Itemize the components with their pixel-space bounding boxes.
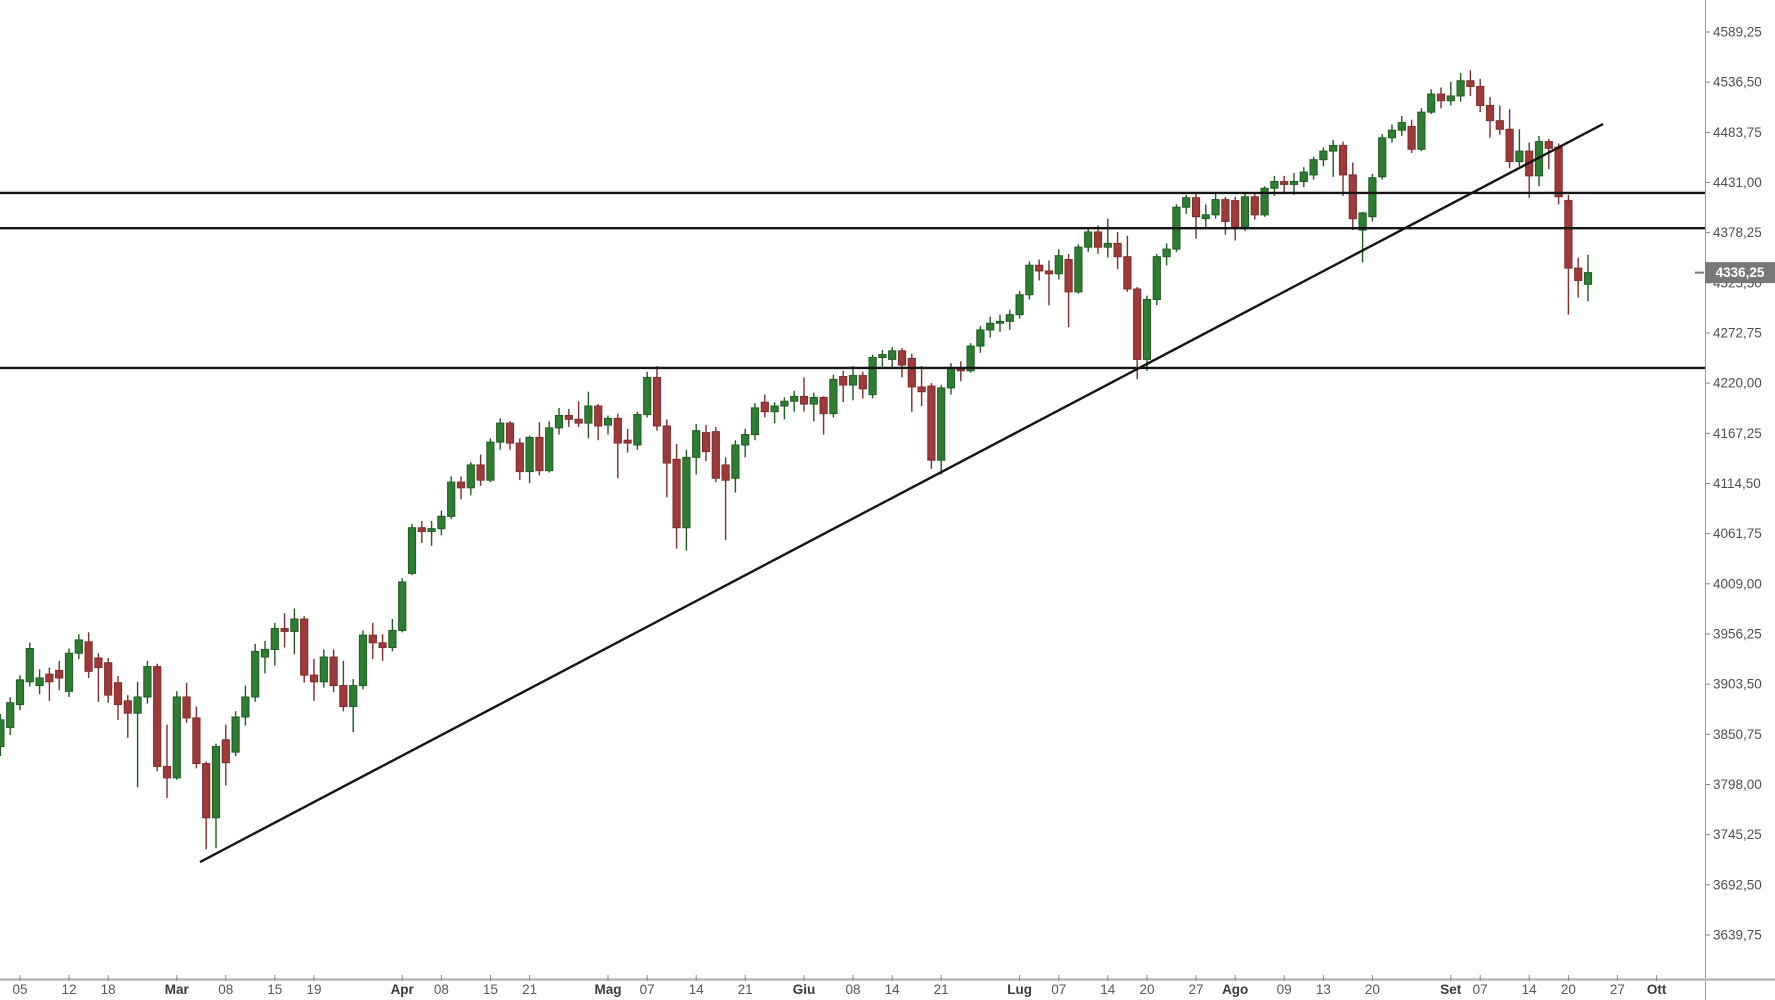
svg-text:4220,00: 4220,00	[1713, 376, 1762, 391]
svg-text:19: 19	[306, 982, 321, 997]
svg-text:07: 07	[1051, 982, 1066, 997]
svg-text:15: 15	[483, 982, 498, 997]
svg-text:13: 13	[1316, 982, 1331, 997]
price-pane[interactable]	[0, 70, 1705, 864]
svg-text:3798,00: 3798,00	[1713, 777, 1762, 792]
svg-text:Giu: Giu	[793, 982, 816, 997]
svg-text:Lug: Lug	[1007, 982, 1032, 997]
svg-text:20: 20	[1561, 982, 1576, 997]
svg-text:08: 08	[218, 982, 233, 997]
svg-text:15: 15	[267, 982, 282, 997]
svg-text:3903,50: 3903,50	[1713, 677, 1762, 692]
candles-series	[0, 70, 1593, 850]
svg-text:07: 07	[1473, 982, 1488, 997]
svg-text:14: 14	[1522, 982, 1538, 997]
svg-text:4114,50: 4114,50	[1713, 476, 1761, 491]
svg-text:Apr: Apr	[391, 982, 415, 997]
svg-text:3745,25: 3745,25	[1713, 827, 1762, 842]
svg-text:4589,25: 4589,25	[1713, 25, 1762, 40]
svg-text:21: 21	[934, 982, 949, 997]
svg-text:3850,75: 3850,75	[1713, 727, 1762, 742]
svg-text:14: 14	[885, 982, 901, 997]
svg-text:Ott: Ott	[1647, 982, 1667, 997]
svg-text:3956,25: 3956,25	[1713, 627, 1762, 642]
svg-text:4431,00: 4431,00	[1713, 175, 1762, 190]
svg-text:4167,25: 4167,25	[1713, 426, 1762, 441]
svg-text:14: 14	[1100, 982, 1116, 997]
last-price-tag-box	[1705, 262, 1775, 284]
svg-text:18: 18	[101, 982, 116, 997]
last-price-tag: 4336,25	[1695, 262, 1775, 284]
last-price-tag-label: 4336,25	[1716, 265, 1765, 280]
svg-text:Mag: Mag	[595, 982, 622, 997]
svg-text:09: 09	[1277, 982, 1292, 997]
time-axis[interactable]: 05 12 18 Mar 08 15 19 Apr 08 15 21 Mag 07 14 21 Giu 08 14…	[0, 975, 1775, 997]
svg-text:4378,25: 4378,25	[1713, 225, 1762, 240]
svg-text:3692,50: 3692,50	[1713, 877, 1762, 892]
svg-text:08: 08	[845, 982, 860, 997]
svg-text:20: 20	[1139, 982, 1154, 997]
svg-text:08: 08	[434, 982, 449, 997]
svg-text:Ago: Ago	[1222, 982, 1248, 997]
svg-text:12: 12	[61, 982, 76, 997]
svg-text:4061,75: 4061,75	[1713, 526, 1762, 541]
svg-text:3639,75: 3639,75	[1713, 928, 1762, 943]
svg-text:4272,75: 4272,75	[1713, 326, 1762, 341]
price-axis[interactable]: 4589,254536,504483,754431,004378,254325,…	[1705, 0, 1762, 1000]
svg-text:21: 21	[522, 982, 537, 997]
svg-text:Mar: Mar	[165, 982, 190, 997]
horizontal-level-lines[interactable]	[0, 191, 1705, 370]
svg-text:27: 27	[1610, 982, 1625, 997]
trendline-drawing[interactable]	[199, 122, 1604, 864]
svg-text:20: 20	[1365, 982, 1380, 997]
svg-text:05: 05	[12, 982, 27, 997]
svg-text:27: 27	[1188, 982, 1203, 997]
svg-text:4009,00: 4009,00	[1713, 576, 1762, 591]
svg-text:4536,50: 4536,50	[1713, 75, 1762, 90]
svg-text:21: 21	[738, 982, 753, 997]
svg-text:07: 07	[640, 982, 655, 997]
svg-text:14: 14	[689, 982, 705, 997]
svg-text:4483,75: 4483,75	[1713, 125, 1762, 140]
svg-text:Set: Set	[1440, 982, 1462, 997]
